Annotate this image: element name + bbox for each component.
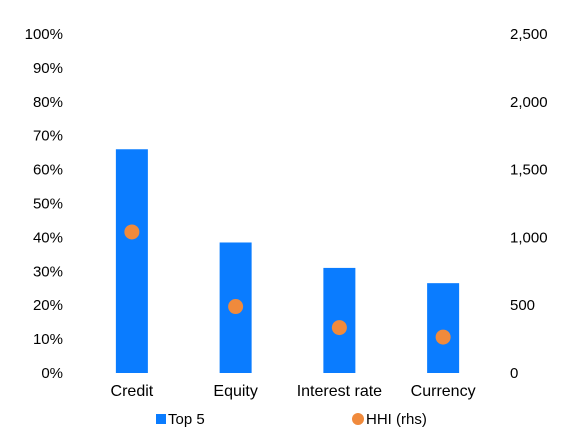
category-label: Interest rate (297, 383, 382, 400)
hhi-point (228, 299, 244, 315)
right-tick-label: 0 (510, 365, 518, 382)
right-tick-label: 1,500 (510, 162, 548, 179)
left-tick-label: 0% (41, 365, 63, 382)
category-label: Credit (111, 383, 154, 400)
legend: Top 5 HHI (rhs) (156, 411, 427, 428)
left-tick-label: 50% (33, 196, 63, 213)
hhi-point (435, 329, 451, 345)
bar (427, 283, 460, 373)
left-tick-label: 10% (33, 331, 63, 348)
left-tick-label: 20% (33, 297, 63, 314)
right-tick-label: 500 (510, 297, 535, 314)
bar-series (115, 149, 460, 373)
right-tick-label: 1,000 (510, 229, 548, 246)
category-label: Equity (213, 383, 257, 400)
dot-series (124, 224, 451, 345)
left-axis-ticks: 0% 10% 20% 30% 40% 50% 60% 70% 80% 90% 100% (25, 26, 63, 382)
legend-swatch-hhi (352, 413, 364, 425)
left-tick-label: 60% (33, 162, 63, 179)
legend-swatch-top5 (156, 414, 166, 424)
legend-label-top5: Top 5 (168, 411, 205, 428)
bar (115, 149, 148, 373)
left-tick-label: 100% (25, 26, 63, 43)
left-tick-label: 40% (33, 229, 63, 246)
category-label: Currency (411, 383, 476, 400)
hhi-point (124, 224, 140, 240)
left-tick-label: 70% (33, 128, 63, 145)
right-axis-ticks: 0 500 1,000 1,500 2,000 2,500 (510, 26, 548, 382)
right-tick-label: 2,000 (510, 94, 548, 111)
hhi-point (331, 320, 347, 336)
left-tick-label: 90% (33, 60, 63, 77)
left-tick-label: 30% (33, 263, 63, 280)
left-tick-label: 80% (33, 94, 63, 111)
category-labels: Credit Equity Interest rate Currency (111, 383, 476, 400)
legend-label-hhi: HHI (rhs) (366, 411, 427, 428)
right-tick-label: 2,500 (510, 26, 548, 43)
